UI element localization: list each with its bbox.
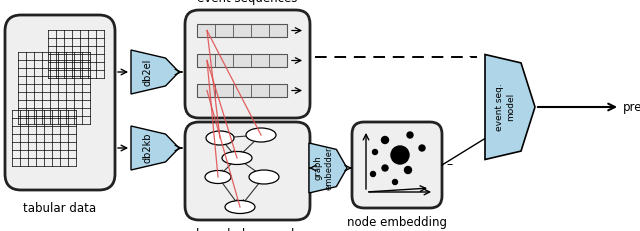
Ellipse shape	[249, 170, 279, 184]
Text: graph
embedder: graph embedder	[314, 146, 333, 190]
Text: –: –	[468, 51, 475, 64]
Circle shape	[381, 137, 388, 143]
Circle shape	[382, 165, 388, 171]
Ellipse shape	[206, 131, 234, 145]
Circle shape	[404, 167, 412, 173]
Text: prediction: prediction	[623, 100, 640, 113]
Text: –: –	[446, 158, 452, 171]
Polygon shape	[309, 143, 347, 193]
Circle shape	[419, 145, 425, 151]
Circle shape	[372, 149, 378, 155]
Ellipse shape	[246, 128, 276, 142]
Ellipse shape	[225, 201, 255, 213]
Ellipse shape	[222, 152, 252, 164]
Text: knowledge graph: knowledge graph	[196, 228, 299, 231]
FancyBboxPatch shape	[5, 15, 115, 190]
FancyBboxPatch shape	[185, 10, 310, 118]
FancyBboxPatch shape	[352, 122, 442, 208]
Circle shape	[371, 171, 376, 176]
Text: tabular data: tabular data	[24, 202, 97, 215]
FancyBboxPatch shape	[197, 54, 287, 67]
Text: db2kb: db2kb	[143, 133, 153, 163]
Polygon shape	[131, 50, 179, 94]
Polygon shape	[131, 126, 179, 170]
Ellipse shape	[205, 170, 231, 183]
FancyBboxPatch shape	[197, 24, 287, 37]
Text: event seq.
model: event seq. model	[495, 83, 515, 131]
Circle shape	[391, 146, 409, 164]
Circle shape	[392, 179, 397, 185]
Polygon shape	[485, 55, 535, 159]
Text: node embedding: node embedding	[347, 216, 447, 229]
Circle shape	[407, 132, 413, 138]
FancyBboxPatch shape	[197, 84, 287, 97]
Text: db2el: db2el	[143, 58, 153, 86]
Text: event sequences: event sequences	[197, 0, 298, 5]
FancyBboxPatch shape	[185, 122, 310, 220]
